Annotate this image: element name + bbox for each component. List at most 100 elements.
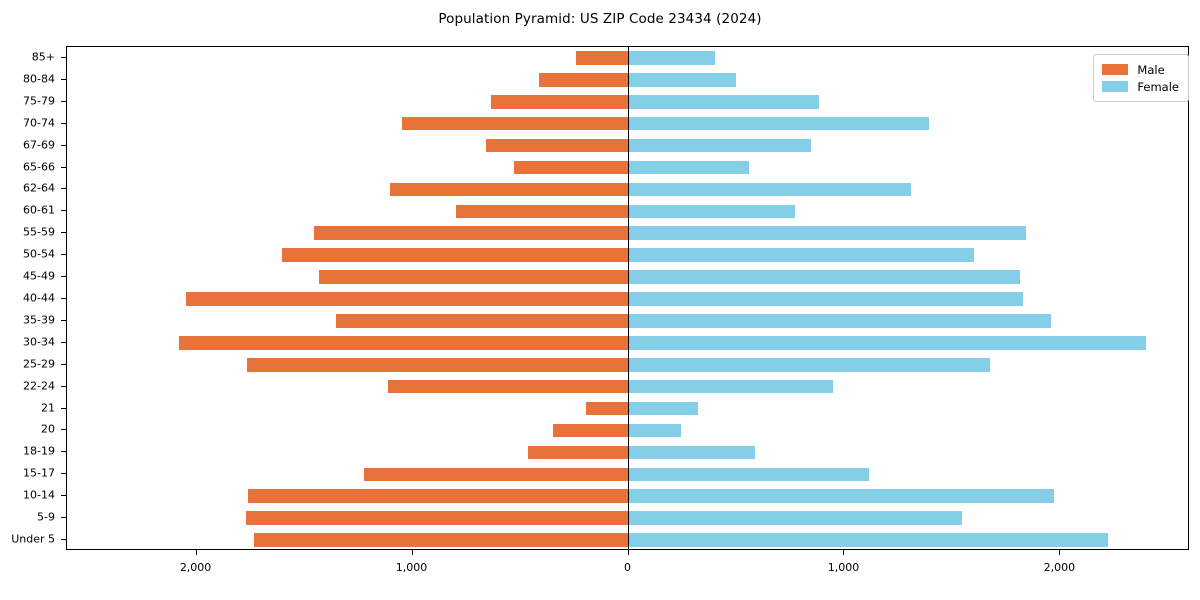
bar-male (401, 116, 629, 131)
x-axis-tick-mark (411, 550, 413, 555)
y-axis-tick-label: 10-14 (23, 488, 55, 502)
bar-row (67, 292, 1188, 306)
y-axis-tick-mark (61, 188, 66, 190)
bar-male (179, 336, 629, 350)
bar-male (387, 379, 629, 394)
bar-row (67, 94, 1188, 109)
bar-female (628, 116, 929, 131)
bar-female (628, 51, 715, 65)
bar-row (67, 423, 1188, 438)
legend-item[interactable]: Male (1102, 61, 1179, 78)
y-axis-tick-label: 18-19 (23, 444, 55, 458)
bar-male (528, 445, 629, 460)
legend-swatch-male (1102, 64, 1129, 75)
bar-female (628, 248, 975, 262)
y-axis-tick-label: 75-79 (23, 94, 55, 108)
y-axis-tick-label: 30-34 (23, 335, 55, 349)
bar-male (281, 248, 629, 262)
y-axis-tick-label: 35-39 (23, 313, 55, 327)
bar-female (628, 379, 833, 394)
bar-female (628, 94, 819, 109)
y-axis-tick-mark (61, 363, 66, 365)
y-axis-tick-mark (61, 276, 66, 278)
y-axis-tick-mark (61, 429, 66, 431)
y-axis-tick-label: 70-74 (23, 116, 55, 130)
bar-male (552, 423, 629, 438)
x-axis-tick-label: 2,000 (1043, 561, 1076, 574)
bar-male (586, 401, 629, 416)
bar-male (389, 182, 629, 197)
y-axis-tick-mark (61, 100, 66, 102)
y-axis-tick-mark (61, 232, 66, 234)
bar-female (628, 204, 795, 219)
bar-row (67, 51, 1188, 65)
bar-female (628, 138, 811, 153)
bar-male (455, 204, 629, 219)
bar-male (247, 357, 629, 372)
y-axis-tick-mark (61, 385, 66, 387)
bar-female (628, 533, 1108, 547)
y-axis: 85+ 80-84 75-79 70-74 67-69 65-66 62-64 60-61 55… (0, 46, 66, 550)
bar-male (248, 489, 629, 503)
bar-female (628, 226, 1026, 241)
y-axis-tick-label: 21 (41, 401, 55, 415)
y-axis-tick-label: 85+ (31, 50, 55, 64)
bar-male (246, 511, 629, 525)
legend-swatch-female (1102, 81, 1129, 92)
bar-male (485, 138, 629, 153)
y-axis-tick-label: 55-59 (23, 225, 55, 239)
y-axis-tick-label: 45-49 (23, 269, 55, 283)
y-axis-tick-mark (61, 144, 66, 146)
bar-row (67, 336, 1188, 350)
bar-female (628, 467, 870, 482)
bar-male (538, 73, 629, 87)
x-axis-tick-mark (195, 550, 197, 555)
bar-row (67, 248, 1188, 262)
bar-row (67, 467, 1188, 482)
bar-female (628, 73, 737, 87)
bar-row (67, 533, 1188, 547)
y-axis-tick-mark (61, 495, 66, 497)
y-axis-tick-label: 25-29 (23, 357, 55, 371)
y-axis-tick-label: 5-9 (37, 510, 55, 524)
bar-row (67, 401, 1188, 416)
y-axis-tick-label: 20 (41, 422, 55, 436)
y-axis-tick-mark (61, 166, 66, 168)
y-axis-tick-label: 60-61 (23, 203, 55, 217)
bar-female (628, 401, 698, 416)
chart-title: Population Pyramid: US ZIP Code 23434 (2… (438, 11, 762, 27)
bar-male (575, 51, 629, 65)
y-axis-tick-mark (61, 319, 66, 321)
y-axis-tick-mark (61, 341, 66, 343)
bar-row (67, 270, 1188, 284)
bar-row (67, 204, 1188, 219)
bar-female (628, 182, 912, 197)
bar-female (628, 445, 755, 460)
bar-row (67, 445, 1188, 460)
bar-male (253, 533, 629, 547)
bar-female (628, 511, 963, 525)
bar-female (628, 292, 1023, 306)
y-axis-tick-mark (61, 210, 66, 212)
y-axis-tick-label: 40-44 (23, 291, 55, 305)
bar-row (67, 357, 1188, 372)
y-axis-tick-label: 50-54 (23, 247, 55, 261)
y-axis-tick-mark (61, 298, 66, 299)
bar-male (363, 467, 629, 482)
y-axis-tick-label: 22-24 (23, 379, 55, 393)
legend-item[interactable]: Female (1102, 78, 1179, 95)
zero-axis-line (627, 47, 630, 549)
bar-row (67, 511, 1188, 525)
bar-female (628, 357, 991, 372)
bar-row (67, 489, 1188, 503)
x-axis-tick-label: 1,000 (395, 561, 428, 574)
bar-row (67, 314, 1188, 328)
x-axis: 2,000 1,000 0 1,000 2,000 (66, 550, 1189, 590)
y-axis-tick-label: 65-66 (23, 160, 55, 174)
bar-row (67, 160, 1188, 175)
bar-female (628, 270, 1021, 284)
bar-male (491, 94, 629, 109)
bar-male (335, 314, 629, 328)
x-axis-tick-mark (1059, 550, 1061, 555)
